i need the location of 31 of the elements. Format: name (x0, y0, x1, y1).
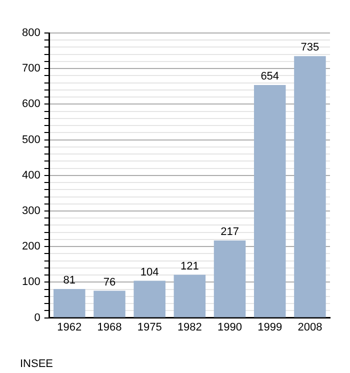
x-tick-label: 1975 (137, 321, 162, 334)
y-tick-label: 100 (22, 276, 40, 288)
bar (294, 56, 326, 318)
x-tick-label: 1968 (97, 321, 122, 334)
bar (214, 240, 246, 318)
x-tick-label: 1982 (177, 321, 202, 334)
y-tick-label: 800 (22, 27, 40, 40)
data-label: 81 (63, 274, 76, 286)
bar (254, 84, 286, 318)
x-tick-label: 1990 (218, 321, 242, 334)
data-label: 217 (220, 226, 239, 238)
data-label: 654 (260, 70, 280, 83)
text: INSEE (20, 358, 54, 370)
x-tick-label: 2008 (298, 321, 322, 334)
y-tick-label: 700 (22, 62, 40, 75)
x-tick-label: 1962 (57, 321, 82, 334)
y-tick-label: 0 (34, 312, 40, 324)
bar (134, 280, 166, 318)
y-tick-label: 600 (22, 98, 40, 110)
y-tick-label: 500 (22, 134, 40, 146)
y-tick-label: 300 (22, 205, 40, 218)
y-tick-label: 200 (22, 240, 40, 253)
data-label: 735 (300, 42, 320, 54)
data-label: 121 (180, 260, 199, 272)
bar (94, 290, 126, 318)
data-label: 104 (140, 266, 159, 278)
bar (174, 274, 206, 318)
x-tick-label: 1999 (258, 321, 282, 334)
y-tick-label: 400 (22, 169, 40, 182)
bar (54, 288, 86, 318)
data-label: 76 (103, 276, 116, 288)
